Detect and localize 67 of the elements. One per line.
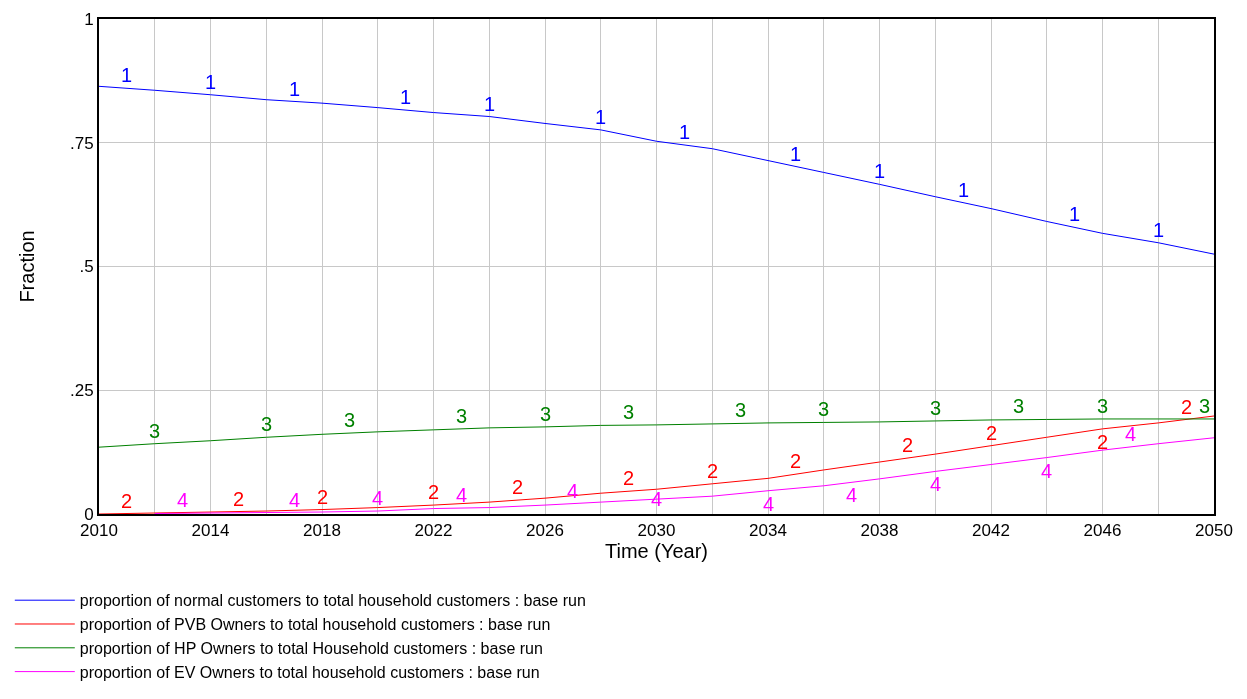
annotation: 2: [623, 467, 635, 489]
annotation: 4: [177, 489, 189, 511]
annotation: 2: [902, 434, 914, 456]
annotation: 3: [456, 405, 468, 427]
y-tick-label: .25: [69, 381, 94, 401]
annotation: 2: [1097, 431, 1109, 453]
x-tick-label: 2010: [80, 521, 118, 541]
annotation: 4: [289, 489, 301, 511]
y-axis-title: Fraction: [15, 230, 38, 303]
annotation: 1: [400, 86, 412, 108]
annotation: 1: [874, 160, 886, 182]
annotation: 3: [735, 399, 747, 421]
annotation: 3: [261, 413, 273, 435]
annotation: 1: [484, 93, 496, 115]
annotation: 3: [818, 398, 830, 420]
annotation: 3: [1013, 395, 1025, 417]
y-tick-label: .75: [69, 133, 94, 153]
annotation: 2: [317, 486, 329, 508]
annotation: 3: [149, 420, 161, 442]
legend-label: proportion of normal customers to total household customers : base run: [79, 592, 586, 610]
annotation: 3: [1097, 395, 1109, 417]
x-tick-label: 2030: [637, 521, 676, 541]
y-tick-label: 1: [84, 9, 94, 29]
y-tick-label: 0: [84, 504, 94, 524]
annotation: 4: [456, 484, 468, 506]
x-tick-label: 2038: [860, 521, 899, 541]
x-tick-label: 2042: [972, 521, 1010, 541]
annotation: 3: [540, 403, 552, 425]
annotation: 1: [595, 106, 607, 128]
annotation: 3: [930, 397, 942, 419]
legend-label: proportion of HP Owners to total Household customers : base run: [79, 640, 543, 658]
annotation: 4: [846, 484, 858, 506]
annotation: 1: [958, 179, 970, 201]
annotation: 2: [986, 422, 998, 444]
x-tick-label: 2022: [414, 521, 453, 541]
annotation: 2: [707, 460, 719, 482]
legend-label: proportion of EV Owners to total household customers : base run: [79, 663, 540, 681]
annotation: 1: [289, 78, 301, 100]
legend-label: proportion of PVB Owners to total household customers : base run: [79, 616, 551, 634]
annotation: 2: [1181, 396, 1193, 418]
x-tick-label: 2014: [191, 521, 230, 541]
annotation: 2: [233, 488, 245, 510]
annotation: 1: [121, 64, 133, 86]
annotation: 3: [344, 409, 356, 431]
annotation: 2: [512, 476, 524, 498]
annotation: 4: [1125, 423, 1137, 445]
x-tick-label: 2050: [1195, 521, 1233, 541]
annotation: 2: [121, 490, 133, 512]
x-tick-label: 2046: [1083, 521, 1122, 541]
annotation: 3: [1199, 395, 1211, 417]
annotation: 2: [428, 481, 440, 503]
annotation: 4: [372, 487, 384, 509]
annotation: 2: [790, 450, 802, 472]
x-tick-label: 2026: [526, 521, 564, 541]
x-tick-label: 2018: [303, 521, 341, 541]
annotation: 1: [679, 121, 691, 143]
annotation: 1: [790, 143, 802, 165]
annotation: 4: [763, 493, 775, 515]
annotation: 4: [1041, 460, 1053, 482]
x-axis-title: Time (Year): [605, 540, 708, 563]
y-tick-label: .5: [79, 257, 94, 277]
annotation: 1: [205, 71, 217, 93]
annotation: 1: [1153, 219, 1165, 241]
annotation: 4: [930, 473, 942, 495]
x-tick-label: 2034: [749, 521, 787, 541]
annotation: 3: [623, 401, 635, 423]
annotation: 1: [1069, 203, 1081, 225]
